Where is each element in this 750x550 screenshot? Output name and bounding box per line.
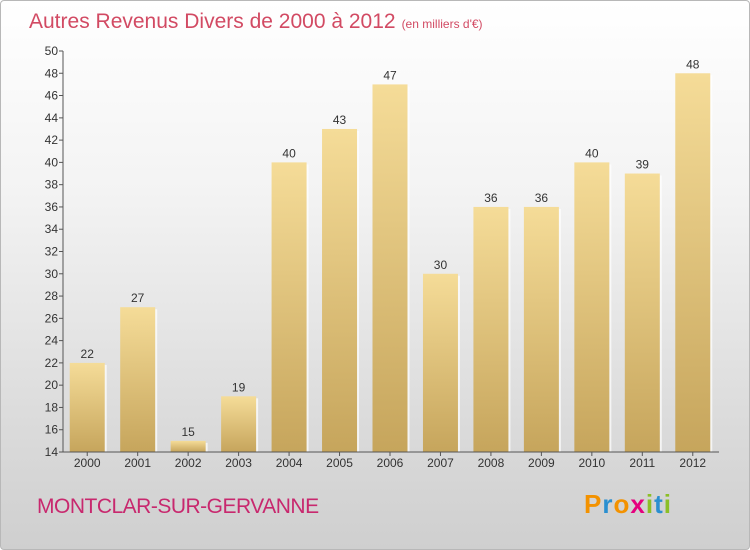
bar-value-label: 27 bbox=[131, 291, 145, 305]
logo-letter: t bbox=[654, 489, 664, 519]
bar bbox=[69, 362, 105, 452]
logo-letter: P bbox=[584, 489, 603, 519]
bar bbox=[221, 396, 257, 452]
x-tick-label: 2003 bbox=[225, 456, 252, 470]
bar-value-label: 39 bbox=[636, 158, 650, 172]
bar-value-label: 47 bbox=[383, 68, 397, 82]
logo-letter: x bbox=[630, 489, 646, 519]
bars: 22 27 15 19 40 43 47 30 36 36 40 39 48 bbox=[69, 57, 713, 453]
x-tick-label: 2007 bbox=[427, 456, 454, 470]
bar bbox=[675, 73, 711, 453]
x-axis: 2000 2001 2002 2003 2004 2005 2006 2007 2008 2009… bbox=[63, 451, 719, 470]
x-tick-label: 2004 bbox=[276, 456, 303, 470]
bar bbox=[473, 206, 509, 452]
bar-value-label: 36 bbox=[535, 191, 549, 205]
chart-title: Autres Revenus Divers de 2000 à 2012 (en … bbox=[29, 10, 483, 34]
x-tick-label: 2009 bbox=[528, 456, 555, 470]
proxiti-logo: Proxiti bbox=[584, 489, 672, 520]
bar-value-label: 36 bbox=[484, 191, 498, 205]
logo-letter: i bbox=[645, 489, 655, 519]
y-tick-label: 26 bbox=[45, 311, 59, 325]
y-tick-label: 38 bbox=[45, 178, 59, 192]
y-tick-label: 48 bbox=[45, 66, 59, 80]
y-tick-label: 30 bbox=[45, 267, 59, 281]
y-tick-label: 36 bbox=[45, 200, 59, 214]
x-tick-label: 2005 bbox=[326, 456, 353, 470]
y-tick-label: 50 bbox=[45, 44, 59, 58]
bar bbox=[574, 162, 610, 452]
unit-note: (en milliers d'€) bbox=[401, 17, 483, 31]
x-tick-label: 2010 bbox=[578, 456, 605, 470]
y-tick-label: 40 bbox=[45, 155, 59, 169]
y-tick-label: 42 bbox=[45, 133, 59, 147]
y-tick-label: 46 bbox=[45, 89, 59, 103]
logo-letter: i bbox=[663, 489, 672, 519]
y-axis: 14 16 18 20 22 24 26 28 30 32 34 36 38 40 42 44 46 48 50 bbox=[45, 44, 64, 459]
logo-letter: r bbox=[602, 489, 614, 519]
bar bbox=[120, 307, 156, 452]
bar-value-label: 40 bbox=[282, 146, 296, 160]
y-tick-label: 28 bbox=[45, 289, 59, 303]
x-tick-label: 2011 bbox=[629, 456, 655, 470]
bar bbox=[170, 440, 206, 452]
bar-value-label: 48 bbox=[686, 57, 700, 71]
chart-title-text: Autres Revenus Divers de 2000 à 2012 bbox=[29, 10, 396, 33]
bar-value-label: 30 bbox=[434, 258, 448, 272]
bar bbox=[271, 162, 307, 452]
logo-letter: o bbox=[613, 489, 631, 519]
bar-value-label: 40 bbox=[585, 146, 599, 160]
x-tick-label: 2008 bbox=[478, 456, 505, 470]
bar bbox=[322, 128, 358, 452]
y-tick-label: 34 bbox=[45, 222, 59, 236]
bar bbox=[523, 206, 559, 452]
x-tick-label: 2001 bbox=[124, 456, 151, 470]
x-tick-label: 2012 bbox=[679, 456, 706, 470]
y-tick-label: 32 bbox=[45, 245, 59, 259]
x-tick-label: 2000 bbox=[74, 456, 101, 470]
y-tick-label: 16 bbox=[45, 423, 59, 437]
bar bbox=[372, 84, 408, 453]
y-tick-label: 14 bbox=[45, 445, 59, 459]
town-name: MONTCLAR-SUR-GERVANNE bbox=[37, 495, 319, 518]
y-tick-label: 44 bbox=[45, 111, 59, 125]
bar-value-label: 15 bbox=[181, 425, 195, 439]
bar bbox=[624, 173, 660, 452]
bar-value-label: 19 bbox=[232, 380, 246, 394]
bar-value-label: 43 bbox=[333, 113, 347, 127]
x-tick-label: 2006 bbox=[377, 456, 404, 470]
y-tick-label: 22 bbox=[45, 356, 59, 370]
bar-value-label: 22 bbox=[81, 347, 95, 361]
bar bbox=[422, 273, 458, 452]
y-tick-label: 18 bbox=[45, 400, 59, 414]
y-tick-label: 20 bbox=[45, 378, 59, 392]
x-tick-label: 2002 bbox=[175, 456, 202, 470]
y-tick-label: 24 bbox=[45, 334, 59, 348]
